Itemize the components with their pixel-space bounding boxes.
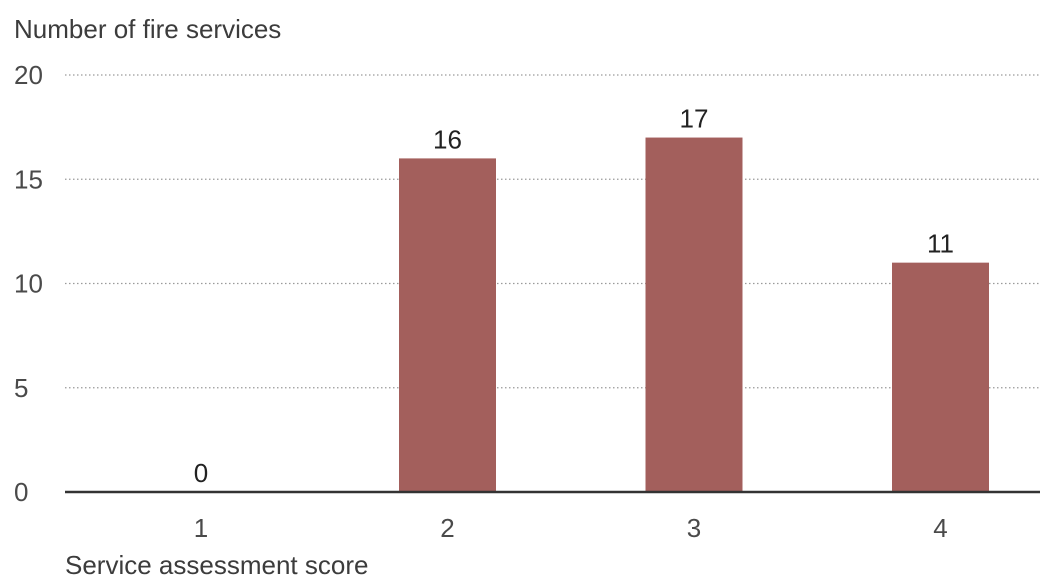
data-label-2: 16 [433, 124, 462, 154]
y-axis-ticks: 0 5 10 15 20 [14, 60, 43, 507]
data-labels: 0 16 17 11 [194, 104, 954, 488]
bars [399, 137, 989, 493]
x-tick-label: 1 [194, 513, 208, 543]
x-axis-title: Service assessment score [65, 550, 368, 579]
data-label-4: 11 [927, 229, 954, 259]
y-tick-label: 20 [14, 60, 43, 90]
y-tick-label: 10 [14, 269, 43, 299]
gridlines [65, 74, 1040, 389]
x-tick-label: 4 [933, 513, 947, 543]
bar-2 [399, 158, 496, 492]
x-tick-label: 3 [687, 513, 701, 543]
x-axis-ticks: 1 2 3 4 [194, 513, 948, 543]
data-label-1: 0 [194, 458, 208, 488]
y-tick-label: 5 [14, 373, 28, 403]
data-label-3: 17 [680, 104, 709, 134]
y-tick-label: 15 [14, 164, 43, 194]
y-axis-title: Number of fire services [14, 14, 281, 44]
y-tick-label: 0 [14, 477, 28, 507]
bar-3 [645, 137, 743, 493]
x-tick-label: 2 [440, 513, 454, 543]
bar-4 [892, 262, 989, 492]
